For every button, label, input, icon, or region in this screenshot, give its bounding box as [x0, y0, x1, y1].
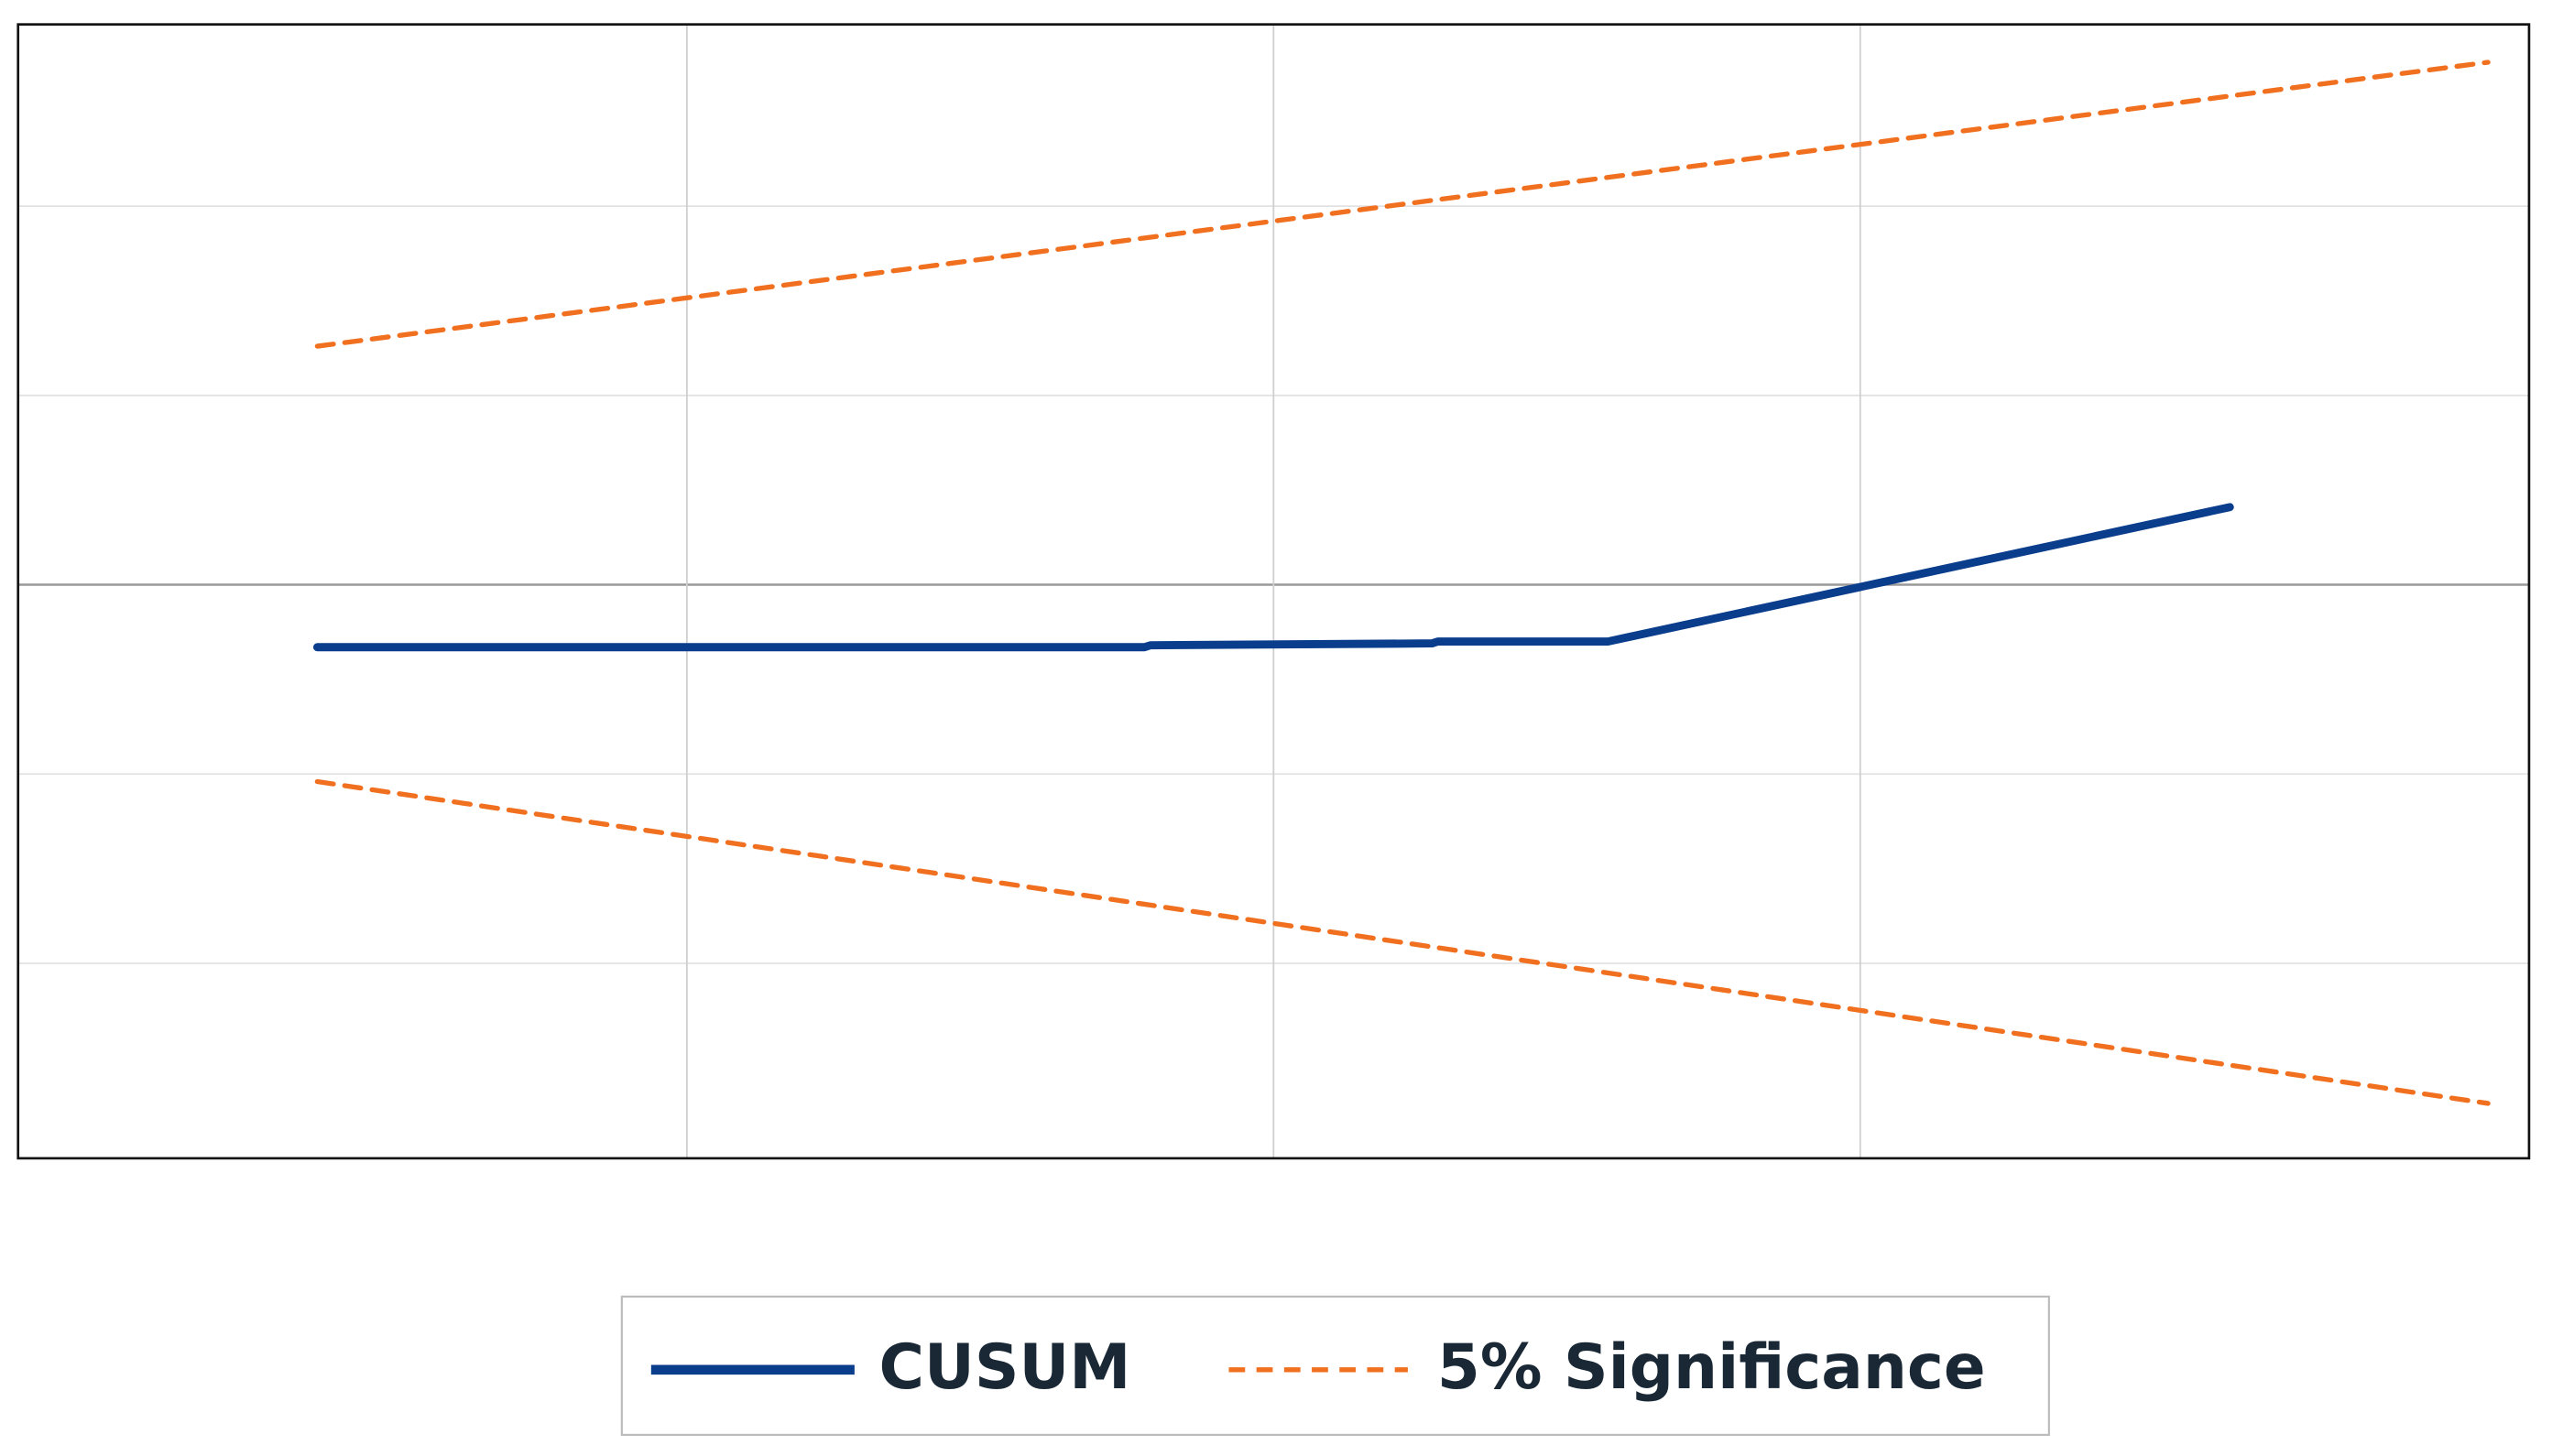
grid: [17, 24, 2529, 1158]
legend-label: 5% Significance: [1437, 1331, 1986, 1403]
significance-line: [314, 778, 2491, 1106]
significance-line: [314, 60, 2491, 349]
plot-lines: [312, 60, 2491, 1106]
legend-label: CUSUM: [879, 1331, 1131, 1403]
plot-frame: [16, 23, 2531, 1160]
legend-box: [620, 1295, 2050, 1436]
legend: CUSUM 5% Significance: [620, 1295, 2050, 1436]
cusum-line: [312, 503, 2234, 652]
